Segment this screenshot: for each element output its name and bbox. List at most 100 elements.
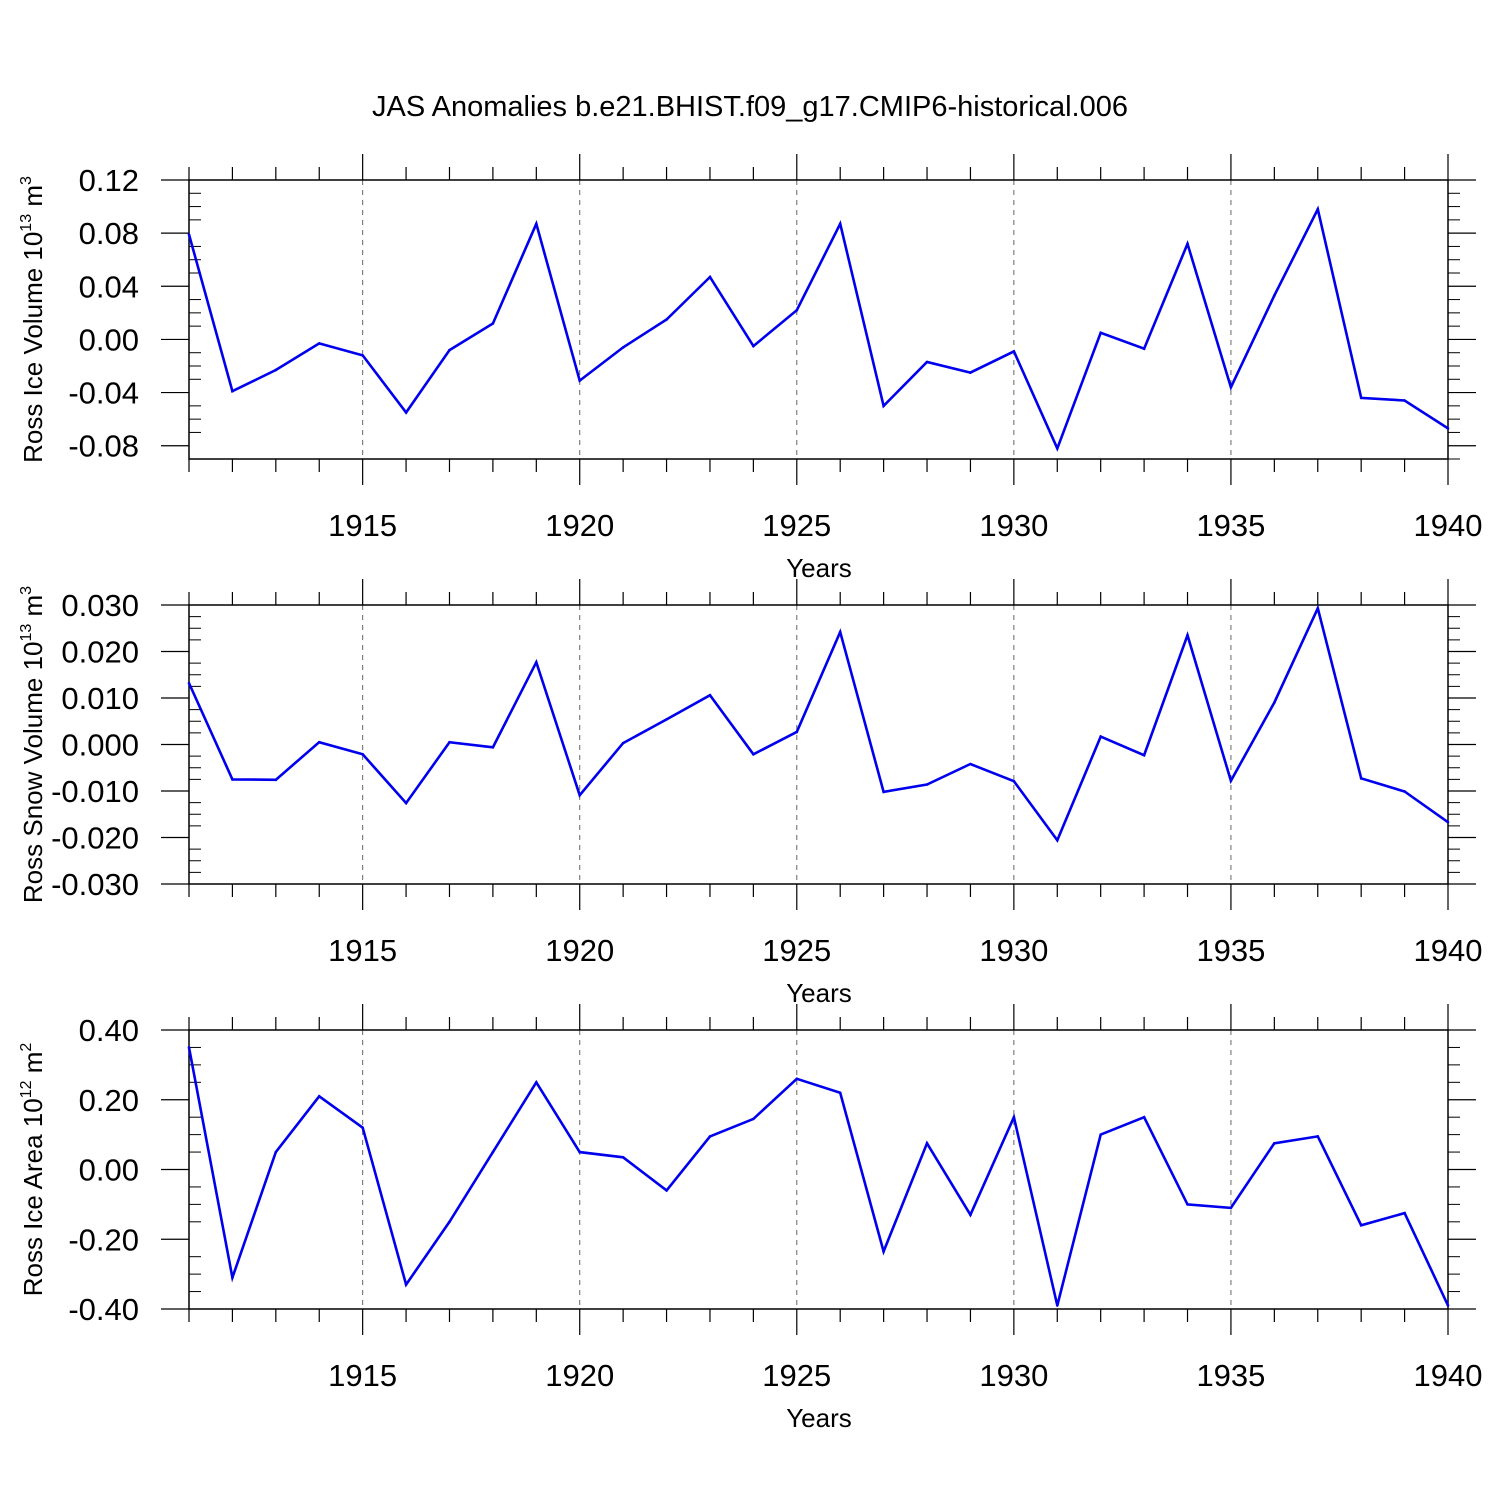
- y-axis-label-unit-exponent: 3: [18, 586, 35, 595]
- data-point: [621, 741, 625, 745]
- y-axis-label-unit: m: [18, 185, 48, 214]
- data-point: [665, 718, 668, 721]
- data-point: [1099, 735, 1102, 738]
- data-point: [1359, 396, 1363, 400]
- data-point: [491, 745, 495, 749]
- data-point: [1099, 1133, 1102, 1136]
- y-tick-label: -0.40: [68, 1292, 139, 1327]
- y-tick-label: -0.08: [68, 429, 139, 464]
- y-tick-label: 0.00: [79, 322, 139, 357]
- panel-2: -0.030 -0.020 -0.010 0.000 0.010 0.020 0.030 19…: [18, 579, 1482, 1008]
- x-axis-label: Years: [786, 978, 852, 1008]
- data-point: [708, 1135, 712, 1138]
- data-point: [187, 681, 191, 685]
- y-axis-label-text: Ross Ice Volume 10: [18, 232, 48, 463]
- x-tick-label: 1930: [979, 933, 1048, 968]
- y-axis-label-exponent: 13: [18, 214, 35, 232]
- data-point: [925, 360, 929, 364]
- data-point: [361, 354, 364, 357]
- x-tick-label: 1940: [1414, 508, 1483, 543]
- data-point: [578, 379, 582, 382]
- x-tick-label: 1940: [1414, 933, 1483, 968]
- y-axis-label-exponent: 12: [18, 1080, 35, 1098]
- y-tick-label: 0.40: [79, 1013, 139, 1048]
- data-point: [1273, 701, 1276, 704]
- y-tick-label: -0.20: [68, 1222, 139, 1257]
- x-tick-label: 1915: [328, 933, 397, 968]
- data-point: [1229, 1206, 1233, 1210]
- y-axis-label-unit-exponent: 3: [18, 176, 35, 185]
- data-point: [969, 762, 972, 766]
- x-tick-label: 1930: [979, 508, 1048, 543]
- x-tick-label: 1925: [762, 508, 831, 543]
- x-tick-label: 1935: [1196, 508, 1265, 543]
- data-point: [361, 1126, 364, 1129]
- data-point: [1186, 633, 1189, 637]
- data-point: [752, 752, 755, 756]
- data-point: [1142, 347, 1146, 351]
- x-tick-label: 1925: [762, 1358, 831, 1393]
- data-point: [535, 1081, 538, 1084]
- data-point: [274, 368, 278, 372]
- data-point: [1403, 1211, 1406, 1215]
- data-point: [578, 793, 582, 797]
- y-tick-label: 0.020: [61, 635, 139, 670]
- data-point: [1359, 777, 1363, 780]
- data-point: [882, 404, 885, 408]
- data-point: [535, 222, 538, 226]
- data-point: [882, 790, 885, 794]
- data-point: [1359, 1224, 1363, 1227]
- y-axis-label-unit: m: [18, 1052, 48, 1081]
- plot-frame: [188, 604, 1449, 885]
- y-tick-label: 0.04: [79, 269, 139, 304]
- y-tick-label: 0.12: [79, 163, 139, 198]
- x-tick-label: 1920: [545, 1358, 614, 1393]
- data-point: [1446, 1304, 1450, 1307]
- data-point: [1142, 1115, 1146, 1119]
- data-point: [838, 630, 842, 634]
- x-axis-label: Years: [786, 1403, 852, 1433]
- data-point: [1403, 399, 1406, 402]
- data-point: [1055, 447, 1059, 450]
- data-point: [1055, 838, 1059, 842]
- data-point: [1055, 1304, 1059, 1307]
- data-point: [1446, 427, 1450, 430]
- x-tick-label: 1920: [545, 508, 614, 543]
- data-point: [1316, 1135, 1320, 1138]
- y-axis-label: Ross Ice Area 1012 m2: [18, 1043, 48, 1297]
- data-point: [1403, 790, 1406, 793]
- data-point: [578, 1150, 582, 1154]
- data-point: [1012, 779, 1016, 783]
- x-tick-label: 1925: [762, 933, 831, 968]
- x-tick-label: 1935: [1196, 1358, 1265, 1393]
- data-point: [752, 344, 755, 348]
- plot-frame: [188, 1029, 1449, 1310]
- data-point: [274, 778, 278, 782]
- data-point: [752, 1117, 755, 1121]
- x-tick-label: 1920: [545, 933, 614, 968]
- data-point: [1142, 753, 1146, 757]
- x-tick-label: 1940: [1414, 1358, 1483, 1393]
- data-point: [404, 801, 408, 805]
- data-point: [274, 1150, 278, 1154]
- y-tick-label: 0.030: [61, 588, 139, 623]
- data-point: [448, 740, 451, 744]
- data-point: [317, 740, 321, 744]
- y-axis-label: Ross Ice Volume 1013 m3: [18, 176, 48, 463]
- data-point: [448, 348, 451, 352]
- x-tick-label: 1915: [328, 508, 397, 543]
- data-point: [882, 1250, 885, 1253]
- data-point: [1186, 1203, 1189, 1206]
- data-point: [187, 1046, 191, 1049]
- data-point: [795, 1077, 799, 1081]
- data-point: [404, 1283, 408, 1286]
- x-axis-label: Years: [786, 553, 852, 583]
- figure-title: JAS Anomalies b.e21.BHIST.f09_g17.CMIP6-…: [372, 91, 1128, 123]
- y-axis-label-unit: m: [18, 595, 48, 624]
- data-point: [838, 1091, 842, 1095]
- data-point: [361, 752, 364, 756]
- data-point: [1012, 1115, 1016, 1119]
- data-point: [1012, 350, 1016, 353]
- data-point: [795, 730, 799, 734]
